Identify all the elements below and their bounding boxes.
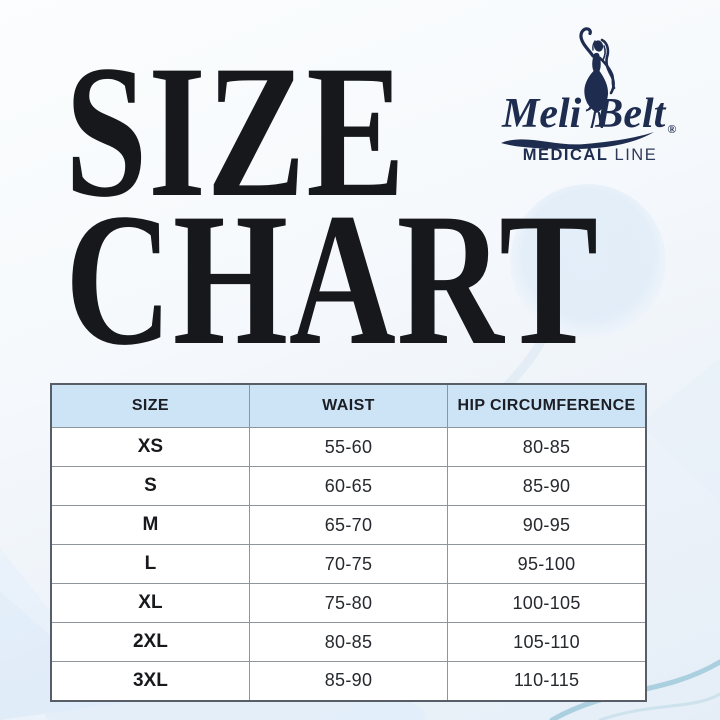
hip-cell: 110-115 [447, 661, 647, 701]
tagline-line: LINE [614, 146, 658, 164]
size-cell: S [50, 466, 250, 506]
size-cell: XS [50, 427, 250, 467]
table-row: 2XL 80-85 105-110 [50, 622, 647, 662]
table-row: XL 75-80 100-105 [50, 583, 647, 623]
hip-cell: 85-90 [447, 466, 647, 506]
hip-cell: 95-100 [447, 544, 647, 584]
hip-cell: 105-110 [447, 622, 647, 662]
brand-name-row: Meli’Belt ® [502, 90, 677, 138]
size-cell: 2XL [50, 622, 250, 662]
hip-cell: 100-105 [447, 583, 647, 623]
waist-cell: 70-75 [248, 544, 449, 584]
corner-swoosh-light [598, 692, 720, 720]
swoosh-underline-icon [501, 132, 654, 149]
size-cell: M [50, 505, 250, 545]
size-table: SIZE WAIST HIP CIRCUMFERENCE XS 55-60 80… [50, 383, 647, 702]
dancing-woman-icon [579, 27, 616, 128]
waist-cell: 85-90 [248, 661, 449, 701]
page-title: SIZE CHART [65, 27, 599, 385]
column-header-hip-circumference: HIP CIRCUMFERENCE [447, 383, 647, 428]
size-table-body: XS 55-60 80-85 S 60-65 85-90 M 65-70 90-… [50, 427, 647, 701]
waist-cell: 55-60 [248, 427, 449, 467]
table-header-row: SIZE WAIST HIP CIRCUMFERENCE [50, 383, 647, 428]
tagline-medical: MEDICAL [522, 146, 609, 164]
brand-name: Meli’Belt [502, 91, 666, 137]
table-row: M 65-70 90-95 [50, 505, 647, 545]
table-row: 3XL 85-90 110-115 [50, 661, 647, 701]
column-header-waist: WAIST [248, 383, 449, 428]
column-header-size: SIZE [50, 383, 250, 428]
table-row: XS 55-60 80-85 [50, 427, 647, 467]
size-cell: 3XL [50, 661, 250, 701]
size-cell: XL [50, 583, 250, 623]
waist-cell: 75-80 [248, 583, 449, 623]
title-line-2: CHART [65, 175, 599, 385]
waist-cell: 65-70 [248, 505, 449, 545]
size-cell: L [50, 544, 250, 584]
waist-cell: 60-65 [248, 466, 449, 506]
balloon-string [500, 315, 557, 393]
balloon-watermark [510, 184, 666, 340]
title-line-1: SIZE [65, 27, 406, 237]
hip-cell: 80-85 [447, 427, 647, 467]
table-row: S 60-65 85-90 [50, 466, 647, 506]
brand-logo: Meli’Belt ® MEDICAL LINE [495, 10, 705, 210]
waist-cell: 80-85 [248, 622, 449, 662]
hip-cell: 90-95 [447, 505, 647, 545]
right-band [640, 358, 720, 502]
brand-tagline: MEDICAL LINE [510, 146, 670, 165]
table-row: L 70-75 95-100 [50, 544, 647, 584]
registered-trademark-icon: ® [667, 122, 677, 136]
